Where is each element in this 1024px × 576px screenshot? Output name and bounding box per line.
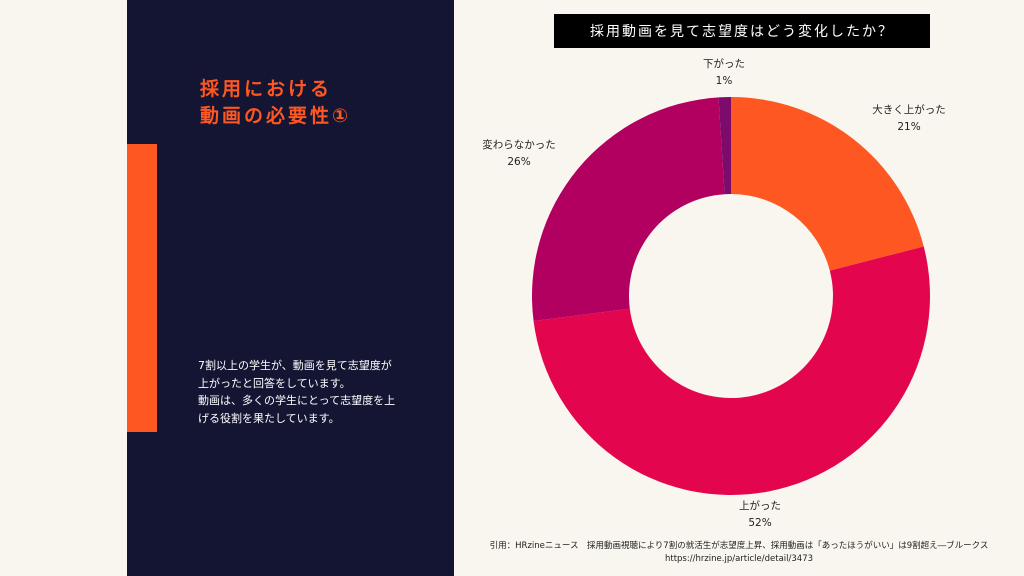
body-line-4: げる役割を果たしています。 — [198, 411, 340, 425]
slice-label-3: 下がった — [703, 57, 745, 70]
body-line-1: 7割以上の学生が、動画を見て志望度が — [198, 359, 392, 372]
citation-link[interactable]: https://hrzine.jp/article/detail/3473 — [664, 554, 814, 564]
slice-value-2: 26% — [507, 156, 530, 168]
slice-3 — [718, 97, 731, 195]
citation: 引用：HRzineニュース 採用動画視聴により7割の就活生が志望度上昇、採用動画… — [454, 540, 1024, 566]
slide-body-text: 7割以上の学生が、動画を見て志望度が 上がったと回答をしています。 動画は、多く… — [198, 357, 438, 427]
body-line-3: 動画は、多くの学生にとって志望度を上 — [198, 394, 396, 407]
accent-bar — [127, 144, 157, 432]
slice-2 — [532, 97, 725, 321]
slice-label-0: 大きく上がった — [872, 103, 946, 116]
slice-label-1: 上がった — [739, 499, 781, 512]
body-line-2: 上がったと回答をしています。 — [198, 376, 351, 390]
slide-heading: 採用における 動画の必要性① — [200, 76, 351, 130]
slice-value-1: 52% — [748, 517, 771, 529]
slide-heading-line-1: 採用における — [200, 78, 333, 100]
slice-1 — [533, 246, 930, 495]
citation-text: 引用：HRzineニュース 採用動画視聴により7割の就活生が志望度上昇、採用動画… — [489, 541, 989, 551]
chart-title: 採用動画を見て志望度はどう変化したか？ — [554, 14, 930, 48]
slide-heading-line-2: 動画の必要性① — [200, 105, 352, 127]
slice-value-3: 1% — [716, 75, 733, 87]
slice-value-0: 21% — [897, 121, 920, 133]
left-panel — [127, 0, 454, 576]
slice-label-2: 変わらなかった — [482, 138, 556, 151]
slice-0 — [731, 97, 924, 271]
donut-chart: 大きく上がった 21% 上がった 52% 変わらなかった 26% 下がった 1% — [482, 57, 946, 529]
